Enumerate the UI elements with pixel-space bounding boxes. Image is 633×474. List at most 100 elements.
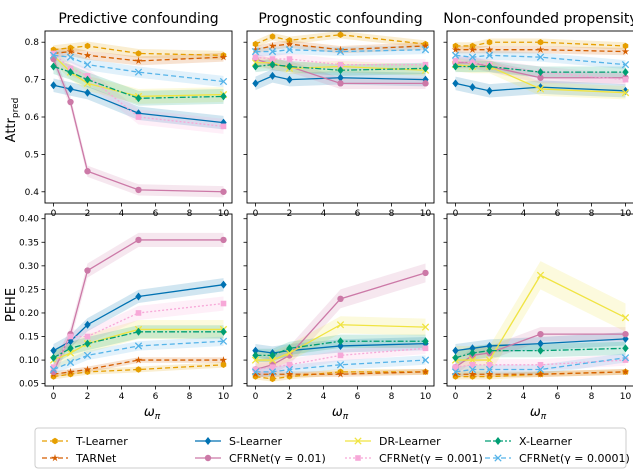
panel-title: Non-confounded propensity [443,11,633,27]
band-c0001 [53,336,224,375]
point-c0001 [66,358,75,367]
x-tick-label: 2 [487,392,493,402]
point-tar [219,53,228,61]
legend-swatch-marker [354,437,362,445]
x-tick-label: 0 [253,392,259,402]
point-tar [66,47,75,55]
point-x [135,94,142,103]
y-tick-label: 0.20 [19,309,39,319]
point-c01 [84,168,91,175]
point-dr [621,89,630,97]
point-c0001 [268,368,277,376]
point-c001 [486,361,493,368]
legend-entry-s: S-Learner [195,435,282,448]
point-tar [66,367,75,376]
point-c0001 [468,365,477,374]
x-tick-label: 10 [620,392,632,402]
point-dr [536,85,545,93]
point-c01 [67,98,74,106]
plot-frame [446,213,633,387]
legend: T-Learner TARNet S-Learner CFRNet(γ = 0.01)… [34,427,630,469]
point-c01 [337,295,344,303]
point-t [135,50,142,57]
point-s [50,346,57,355]
point-c0001 [219,337,228,345]
point-tar [268,370,277,378]
point-s [67,84,74,93]
plot-frame [246,213,435,387]
x-tick-label: 10 [420,392,432,402]
legend-label: CFRNet(γ = 0.01) [229,452,326,465]
x-tick-label: 10 [218,392,230,402]
point-c0001 [285,46,294,54]
point-tar [268,41,277,50]
point-c01 [537,330,544,338]
x-tick-label: 2 [85,392,91,402]
point-x [337,66,344,75]
point-c001 [452,364,459,370]
x-tick-label: 6 [555,392,561,402]
series-line-c001 [255,56,426,66]
legend-entry-c0001: CFRNet(γ = 0.0001) [485,452,630,465]
point-c0001 [134,68,143,76]
point-x [67,344,74,353]
plot-frame [44,213,233,387]
panel-4: 0 2 4 6 8 10 0.05 0.10 0.15 0.20 0.25 0.30 0.35 0.40 [19,213,233,402]
point-tar [536,370,545,378]
point-c0001 [336,47,345,56]
legend-label: TARNet [75,452,117,465]
point-x [486,346,493,355]
point-c001 [622,357,629,363]
point-dr [66,349,75,357]
point-t [622,42,629,50]
point-c01 [537,74,544,81]
point-t [135,366,142,373]
point-x [469,349,476,358]
y-tick-label: 0.5 [25,150,39,160]
point-t [337,31,344,38]
point-c0001 [421,46,430,54]
point-s [452,346,459,355]
x-tick-label: 2 [287,392,293,402]
point-tar [219,356,228,364]
point-tar [336,370,345,378]
point-s [469,344,476,353]
legend-entry-t: T-Learner [42,435,128,448]
row2-ylabel-main: PEHE [4,288,19,322]
point-tar [251,370,260,378]
legend-entry-dr: DR-Learner [345,435,441,448]
series-line-x [255,63,426,71]
point-c0001 [621,354,630,362]
point-x [50,62,57,71]
legend-swatch-marker [204,437,212,445]
point-c001 [286,361,293,368]
point-tar [83,51,92,59]
point-x [622,68,629,77]
legend-frame [34,427,627,469]
point-c01 [84,267,91,274]
point-c01 [622,330,629,338]
point-c001 [337,352,344,359]
point-s [252,79,259,88]
legend-label: DR-Learner [379,435,441,448]
point-t [269,33,276,40]
panels-group: Predictive confounding 0 2 4 6 8 10 0.4 0.5 0.6 0.… [19,11,633,402]
series-line-c001 [455,359,626,368]
panel-title: Prognostic confounding [258,11,422,27]
point-c0001 [485,51,494,59]
y-tick-label: 0.4 [25,188,40,198]
point-c01 [422,80,429,87]
point-dr [536,271,545,279]
point-c01 [220,188,227,195]
band-c01 [53,232,224,379]
band-c01 [455,57,626,84]
point-c001 [67,333,74,340]
point-c0001 [134,342,143,350]
point-c01 [135,186,142,194]
x-tick-label: 4 [521,392,527,402]
point-tar [251,45,260,53]
band-c0001 [255,355,426,377]
